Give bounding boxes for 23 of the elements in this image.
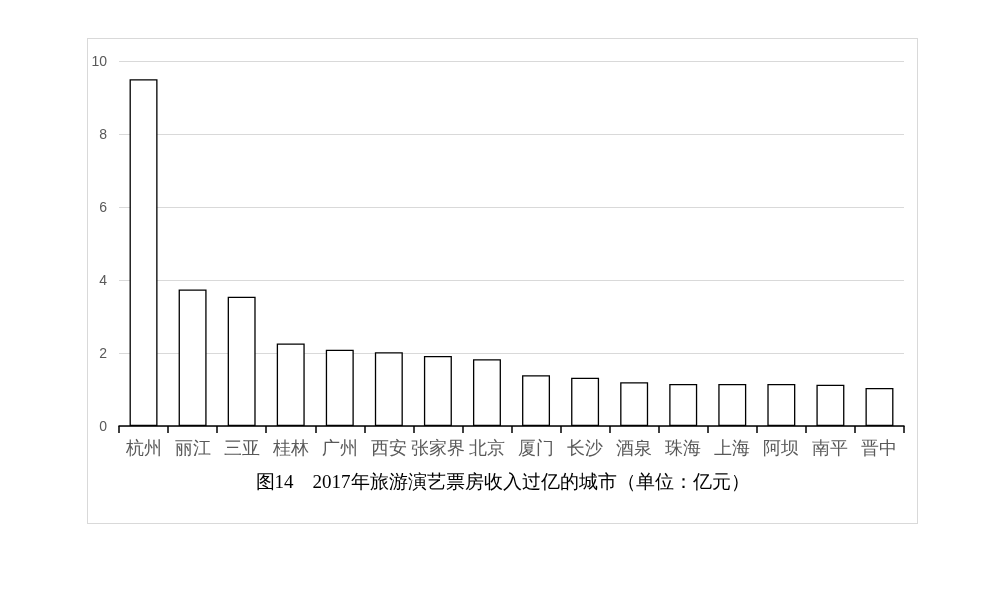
x-tick-label: 丽江 [174,436,211,458]
x-tick-label: 南平 [812,436,849,458]
y-tick-label: 2 [99,345,108,361]
y-tick-label: 4 [99,272,108,288]
x-tick-label: 珠海 [665,436,702,458]
x-tick-label: 晋中 [861,436,898,458]
y-tick-label: 6 [99,199,108,215]
x-tick-label: 酒泉 [616,436,653,458]
x-tick-label: 厦门 [518,436,555,458]
x-tick-label: 广州 [321,436,358,458]
x-tick-label: 三亚 [223,436,260,458]
x-tick-label: 桂林 [271,436,309,458]
y-tick-label: 8 [99,126,108,142]
x-tick-label: 张家界 [410,436,465,458]
x-tick-label: 长沙 [567,436,604,458]
y-tick-label: 10 [91,53,108,69]
x-tick-label: 北京 [468,436,505,458]
x-tick-label: 杭州 [124,436,162,458]
x-tick-label: 阿坝 [763,436,800,458]
y-tick-label: 0 [99,418,108,434]
text: 图14 2017年旅游演艺票房收入过亿的城市（单位：亿元） [255,471,750,492]
x-tick-label: 上海 [714,436,751,458]
x-tick-label: 西安 [370,436,407,458]
